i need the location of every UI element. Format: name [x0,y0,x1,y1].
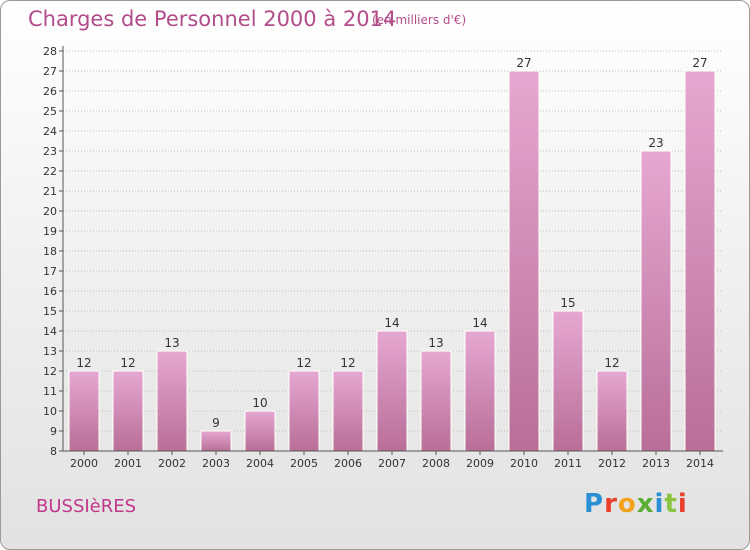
logo-letter: x [636,489,655,519]
bar-2009 [464,330,496,452]
proxiti-logo[interactable]: Proxiti [584,489,688,519]
y-tick-label: 20 [43,205,57,218]
y-tick-label: 21 [43,185,57,198]
x-tick-label: 2000 [70,457,98,470]
y-tick-label: 23 [43,145,57,158]
x-tick-label: 2009 [466,457,494,470]
y-tick-label: 11 [43,385,57,398]
bar-value-label: 12 [76,356,91,370]
x-tick-label: 2004 [246,457,274,470]
x-tick-label: 2001 [114,457,142,470]
bar-value-label: 12 [340,356,355,370]
logo-letter: r [604,489,618,519]
bar-2005 [288,370,320,452]
y-tick-label: 9 [50,425,57,438]
x-tick-label: 2002 [158,457,186,470]
x-tick-label: 2014 [686,457,714,470]
bar-value-label: 10 [252,396,267,410]
x-tick-label: 2012 [598,457,626,470]
bar-2007 [376,330,408,452]
x-tick-label: 2013 [642,457,670,470]
bar-2012 [596,370,628,452]
bar-value-label: 13 [164,336,179,350]
bar-value-label: 14 [472,316,487,330]
y-tick-label: 16 [43,285,57,298]
y-tick-label: 18 [43,245,57,258]
bar-value-label: 12 [604,356,619,370]
bar-2003 [200,430,232,452]
commune-name: BUSSIèRES [36,496,137,517]
bar-value-label: 27 [692,56,707,70]
bar-2001 [112,370,144,452]
bar-value-label: 27 [516,56,531,70]
y-tick-label: 17 [43,265,57,278]
bar-2013 [640,150,672,452]
x-tick-label: 2010 [510,457,538,470]
y-tick-label: 12 [43,365,57,378]
bar-2010 [508,70,540,452]
bar-2008 [420,350,452,452]
bar-2006 [332,370,364,452]
y-tick-label: 10 [43,405,57,418]
bar-value-label: 13 [428,336,443,350]
x-tick-label: 2008 [422,457,450,470]
x-tick-label: 2007 [378,457,406,470]
bar-2011 [552,310,584,452]
bar-value-label: 23 [648,136,663,150]
bar-value-label: 9 [212,416,220,430]
y-tick-label: 28 [43,45,57,58]
x-tick-label: 2003 [202,457,230,470]
y-tick-label: 22 [43,165,57,178]
x-tick-label: 2006 [334,457,362,470]
y-tick-label: 25 [43,105,57,118]
y-tick-label: 24 [43,125,57,138]
bar-2000 [68,370,100,452]
x-tick-label: 2005 [290,457,318,470]
logo-letter: i [677,489,688,519]
chart-title: Charges de Personnel 2000 à 2014 [28,7,397,31]
bar-2002 [156,350,188,452]
y-tick-label: 19 [43,225,57,238]
bar-value-label: 14 [384,316,399,330]
y-tick-label: 27 [43,65,57,78]
y-tick-label: 26 [43,85,57,98]
bar-value-label: 15 [560,296,575,310]
logo-letter: o [617,489,637,519]
bar-2004 [244,410,276,452]
bar-2014 [684,70,716,452]
logo-letter: i [654,489,665,519]
bar-value-label: 12 [120,356,135,370]
logo-letter: P [584,489,605,519]
chart-unit: (en milliers d'€) [372,13,467,27]
x-tick-label: 2011 [554,457,582,470]
y-tick-label: 14 [43,325,57,338]
y-tick-label: 8 [50,445,57,458]
y-tick-label: 15 [43,305,57,318]
y-tick-label: 13 [43,345,57,358]
bar-value-label: 12 [296,356,311,370]
logo-letter: t [664,489,678,519]
